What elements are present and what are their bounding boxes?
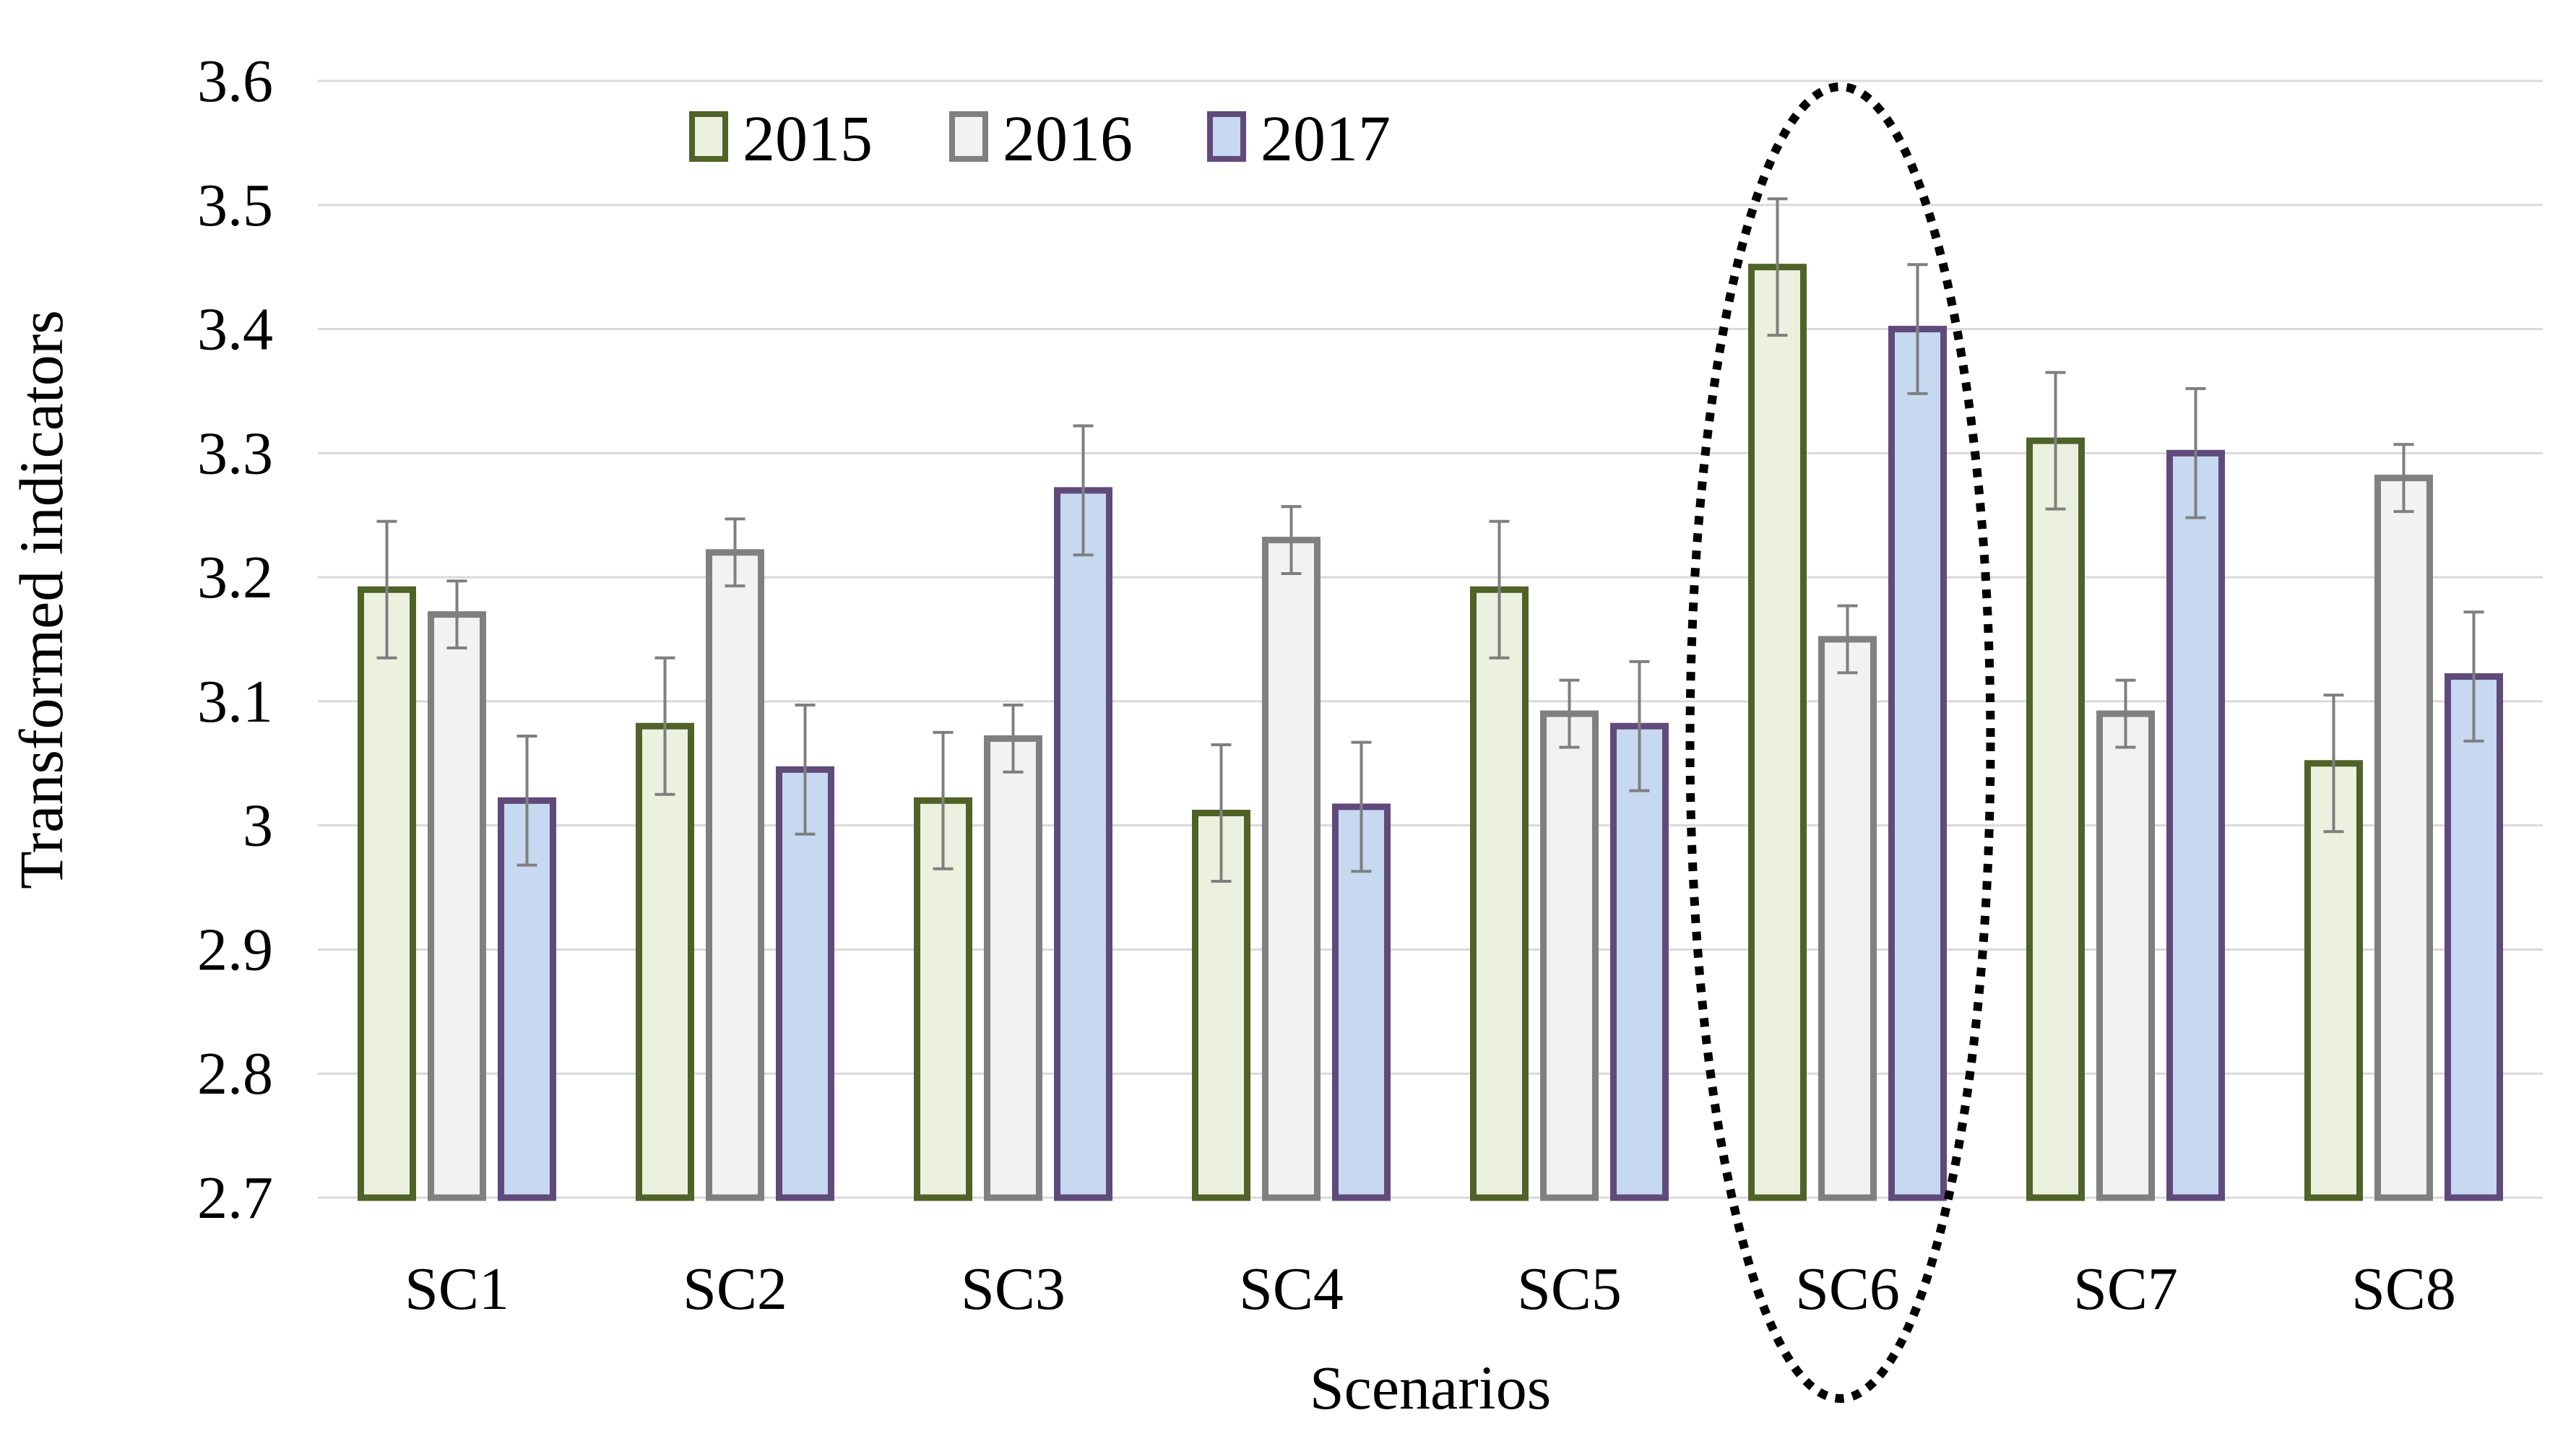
error-bar-2016-SC8 (2393, 443, 2414, 514)
error-bar-2017-SC1 (517, 734, 537, 867)
x-tick-label: SC5 (1517, 1255, 1622, 1323)
y-axis-title: Transformed indicators (7, 310, 76, 889)
bar-2015-SC3 (914, 797, 972, 1201)
bars (358, 264, 2503, 1201)
error-bar-2015-SC3 (933, 730, 954, 870)
error-bar-2016-SC4 (1281, 505, 1302, 575)
error-bar-2017-SC5 (1629, 660, 1650, 792)
legend-swatch-2015 (689, 111, 728, 162)
error-bar-2016-SC2 (725, 517, 745, 588)
error-bar-2016-SC5 (1559, 678, 1580, 749)
error-bar-2015-SC8 (2323, 693, 2344, 834)
error-bar-2016-SC6 (1837, 604, 1858, 675)
x-tick-label: SC8 (2351, 1255, 2456, 1323)
error-bars (376, 197, 2484, 883)
bar-2016-SC3 (984, 735, 1042, 1201)
bar-2016-SC2 (706, 549, 764, 1201)
bar-2015-SC6 (1748, 264, 1807, 1201)
bar-2017-SC7 (2166, 449, 2225, 1201)
bar-2016-SC6 (1818, 636, 1877, 1201)
error-bar-2017-SC3 (1073, 424, 1094, 557)
bar-2015-SC7 (2026, 437, 2085, 1201)
x-tick-label: SC3 (961, 1255, 1066, 1323)
bar-2016-SC8 (2374, 475, 2433, 1201)
bar-2016-SC4 (1262, 537, 1321, 1201)
error-bar-2015-SC4 (1211, 743, 1232, 883)
error-bar-2015-SC5 (1489, 519, 1510, 660)
x-axis-title: Scenarios (1310, 1353, 1551, 1422)
legend-label-2015: 2015 (743, 103, 873, 175)
y-tick-label: 3.1 (197, 668, 273, 735)
legend: 2015 2016 2017 (689, 103, 1391, 175)
x-tick-label: SC4 (1239, 1255, 1344, 1323)
bar-2015-SC2 (636, 722, 694, 1201)
bar-2016-SC5 (1540, 710, 1599, 1201)
y-tick-label: 3.3 (197, 420, 273, 487)
error-bar-2017-SC8 (2463, 610, 2484, 743)
error-bar-2017-SC6 (1907, 263, 1928, 395)
error-bar-2017-SC7 (2185, 387, 2206, 519)
x-tick-label: SC6 (1795, 1255, 1900, 1323)
x-axis-tick-labels: SC1 SC2 SC3 SC4 SC5 SC6 SC7 SC8 (405, 1255, 2456, 1323)
legend-swatch-2017 (1207, 111, 1246, 162)
y-tick-label: 3.4 (197, 296, 273, 363)
y-tick-label: 2.9 (197, 916, 273, 983)
bar-2016-SC7 (2096, 710, 2155, 1201)
bar-2015-SC1 (358, 586, 416, 1201)
error-bar-2015-SC6 (1767, 197, 1788, 337)
error-bar-2017-SC2 (795, 704, 816, 836)
y-tick-label: 2.7 (197, 1164, 273, 1232)
legend-label-2017: 2017 (1261, 103, 1391, 175)
error-bar-2016-SC7 (2115, 678, 2136, 749)
error-bar-2015-SC7 (2045, 371, 2066, 511)
annotations (1685, 82, 1995, 1403)
y-tick-label: 3.5 (197, 172, 273, 239)
error-bar-2016-SC1 (446, 579, 467, 650)
y-tick-label: 3 (243, 792, 273, 860)
x-tick-label: SC7 (2073, 1255, 2178, 1323)
y-axis-tick-labels: 2.7 2.8 2.9 3 3.1 3.2 3.3 3.4 3.5 3.6 (197, 48, 273, 1232)
y-tick-label: 2.8 (197, 1040, 273, 1107)
y-tick-label: 3.2 (197, 544, 273, 611)
bar-2017-SC5 (1610, 722, 1669, 1201)
bar-2016-SC1 (428, 611, 486, 1201)
error-bar-2015-SC2 (654, 656, 675, 796)
bar-2015-SC5 (1470, 586, 1529, 1201)
y-tick-label: 3.6 (197, 48, 273, 115)
x-tick-label: SC2 (683, 1255, 787, 1323)
highlight-ellipse-SC6 (1685, 82, 1995, 1403)
legend-label-2016: 2016 (1003, 103, 1133, 175)
x-tick-label: SC1 (405, 1255, 509, 1323)
bar-2017-SC3 (1054, 487, 1112, 1201)
legend-swatch-2016 (949, 111, 988, 162)
error-bar-2017-SC4 (1351, 740, 1372, 873)
error-bar-2016-SC3 (1003, 704, 1024, 774)
error-bar-2015-SC1 (376, 519, 397, 660)
bar-2017-SC6 (1888, 326, 1947, 1201)
bar-2017-SC8 (2445, 673, 2503, 1201)
